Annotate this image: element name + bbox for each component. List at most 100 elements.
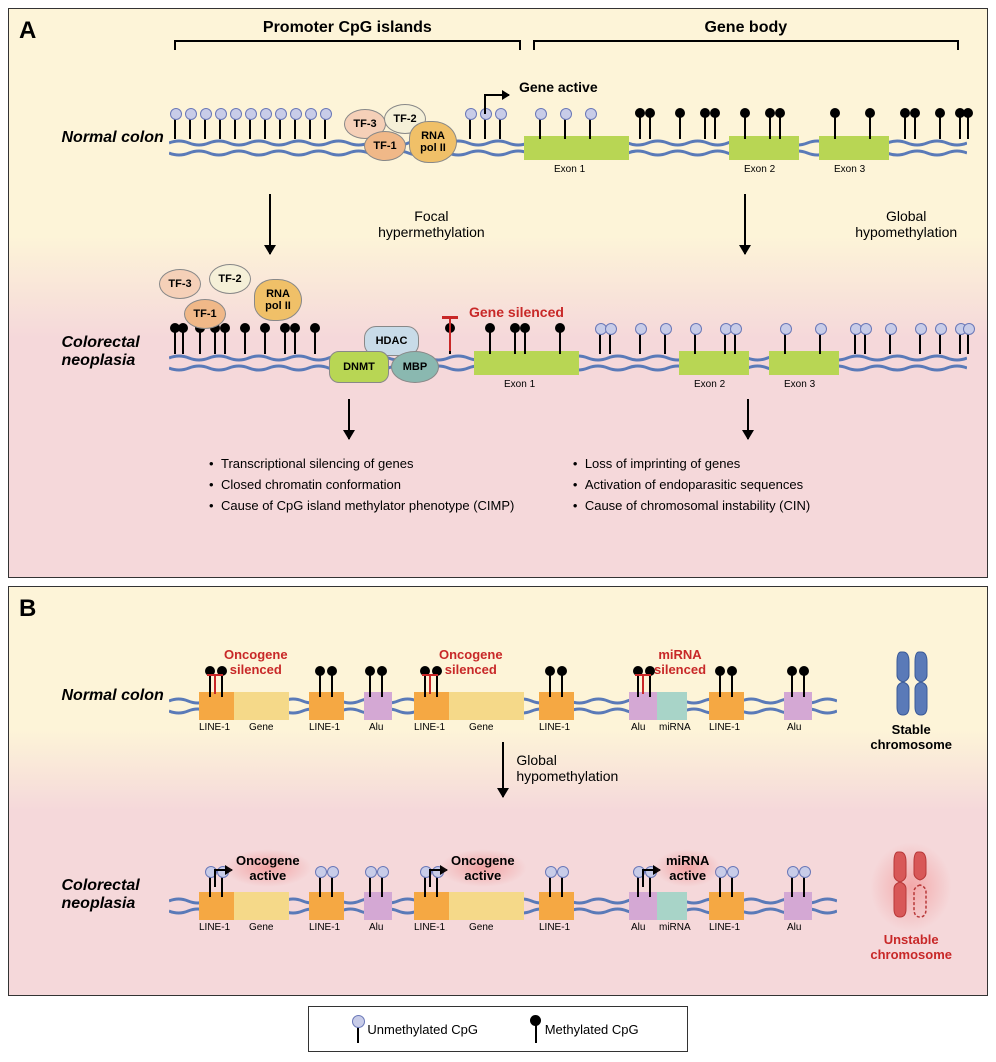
cpg — [784, 332, 786, 354]
exon3-lbl-n: Exon 3 — [834, 164, 865, 175]
legend-meth: Methylated CpG — [535, 1015, 639, 1043]
cpg — [864, 332, 866, 354]
cpg — [599, 332, 601, 354]
cpg — [589, 117, 591, 139]
dnmt-blob: DNMT — [329, 351, 389, 383]
cpg — [209, 875, 211, 897]
cpg — [779, 117, 781, 139]
line1-box — [414, 692, 449, 720]
cpg — [889, 332, 891, 354]
cpg — [769, 117, 771, 139]
cpg — [939, 332, 941, 354]
tf1-blob: TF-1 — [364, 131, 406, 161]
el-lbl: Alu — [369, 722, 383, 733]
region-brackets: Promoter CpG islands Gene body — [174, 19, 962, 50]
unstable-label: Unstable chromosome — [870, 932, 952, 962]
el-lbl: Alu — [369, 922, 383, 933]
exon2-lbl-neo: Exon 2 — [694, 379, 725, 390]
el-lbl: Alu — [787, 722, 801, 733]
el-lbl: Alu — [631, 722, 645, 733]
el-lbl: Alu — [787, 922, 801, 933]
exon-3-neo — [769, 351, 839, 375]
gene-active-label: Gene active — [519, 79, 598, 95]
tf3-float: TF-3 — [159, 269, 201, 299]
mbp-blob: MBP — [391, 351, 439, 383]
dna-normal-b: LINE-1 Gene LINE-1 Alu LINE-1 Gene LINE-… — [169, 697, 837, 715]
legend-meth-label: Methylated CpG — [545, 1022, 639, 1037]
cpg — [539, 117, 541, 139]
cpg — [637, 875, 639, 897]
onco-act-1: Oncogene active — [224, 849, 312, 887]
cpg — [174, 117, 176, 139]
el-lbl: Gene — [249, 722, 273, 733]
panel-a: A Promoter CpG islands Gene body Normal … — [8, 8, 988, 578]
gene-box — [449, 892, 524, 920]
cpg — [967, 332, 969, 354]
cpg — [424, 675, 426, 697]
cpg — [214, 332, 216, 354]
cpg — [314, 332, 316, 354]
bullets-right: Loss of imprinting of genes Activation o… — [573, 454, 937, 516]
el-lbl: LINE-1 — [414, 722, 445, 733]
cpg — [264, 332, 266, 354]
cpg — [489, 332, 491, 354]
bullet-arrow-left — [348, 399, 350, 439]
bullet-l-1: Closed chromatin conformation — [209, 475, 573, 496]
el-lbl: Gene — [469, 722, 493, 733]
gene-box — [449, 692, 524, 720]
cpg — [221, 675, 223, 697]
cpg — [914, 117, 916, 139]
cpg — [639, 117, 641, 139]
stable-label: Stable chromosome — [870, 722, 952, 752]
promoter-bracket — [174, 40, 521, 50]
cpg — [264, 117, 266, 139]
gene-silenced-block — [449, 316, 451, 351]
cpg — [549, 675, 551, 697]
exon-2-neo — [679, 351, 749, 375]
dna-neoplasia-b: LINE-1 Gene LINE-1 Alu LINE-1 Gene LINE-… — [169, 897, 837, 915]
el-lbl: Gene — [469, 922, 493, 933]
cpg — [524, 332, 526, 354]
cpg — [639, 332, 641, 354]
cpg — [724, 332, 726, 354]
el-lbl: LINE-1 — [199, 922, 230, 933]
cpg — [967, 117, 969, 139]
cpg — [959, 117, 961, 139]
cpg — [319, 675, 321, 697]
genebody-label: Gene body — [533, 19, 959, 37]
focal-label: Focal hypermethylation — [371, 208, 491, 240]
bullets-left: Transcriptional silencing of genes Close… — [209, 454, 573, 516]
bullet-r-2: Cause of chromosomal instability (CIN) — [573, 496, 937, 517]
el-lbl: LINE-1 — [539, 922, 570, 933]
neoplasia-row-b: Colorectal neoplasia LINE-1 Gene LINE-1 … — [59, 857, 967, 927]
line1-box — [709, 692, 744, 720]
cpg — [719, 675, 721, 697]
cpg — [679, 117, 681, 139]
cpg — [704, 117, 706, 139]
cpg — [559, 332, 561, 354]
bullets-row: Transcriptional silencing of genes Close… — [209, 454, 967, 516]
cpg — [369, 675, 371, 697]
unmeth-cpg-icon — [357, 1025, 359, 1043]
bullet-l-2: Cause of CpG island methylator phenotype… — [209, 496, 573, 517]
cpg — [649, 117, 651, 139]
el-lbl: LINE-1 — [309, 722, 340, 733]
cpg — [244, 332, 246, 354]
exon-3-normal — [819, 136, 889, 160]
cpg — [854, 332, 856, 354]
cpg — [204, 117, 206, 139]
panel-a-letter: A — [19, 17, 36, 45]
cpg — [714, 117, 716, 139]
cpg — [734, 332, 736, 354]
onco-sil-2: Oncogene silenced — [439, 647, 503, 677]
cpg — [939, 117, 941, 139]
cpg — [381, 675, 383, 697]
arrow-b: Global hypomethylation — [169, 742, 837, 812]
dna-neoplasia-a: Exon 1 Exon 2 Exon 3 — [169, 354, 967, 372]
el-lbl: LINE-1 — [709, 722, 740, 733]
cpg — [436, 675, 438, 697]
stable-chromosome: Stable chromosome — [870, 647, 952, 752]
line1-box — [309, 892, 344, 920]
el-lbl: LINE-1 — [709, 922, 740, 933]
rnapol-blob: RNA pol II — [409, 121, 457, 163]
